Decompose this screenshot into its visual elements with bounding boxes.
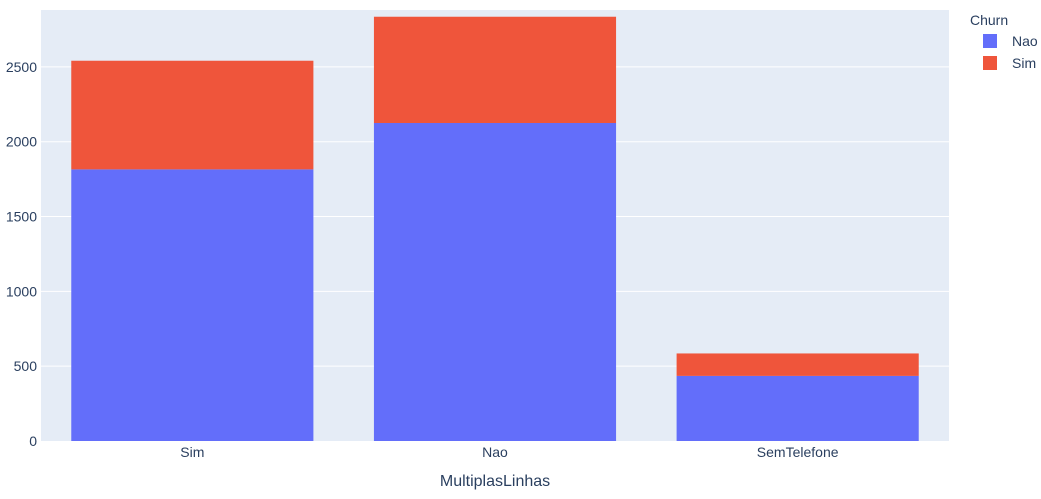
legend[interactable]: Churn Nao Sim [970,12,1038,71]
x-axis-title: MultiplasLinhas [440,473,550,490]
bar-nao-nao[interactable] [373,122,617,441]
legend-swatch [983,56,997,70]
y-axis-ticks: 0 500 1000 1500 2000 2500 [6,59,37,449]
y-tick-label: 0 [29,433,37,449]
legend-item-sim[interactable]: Sim [983,55,1036,71]
legend-label: Sim [1012,55,1036,71]
x-axis-ticks: Sim Nao SemTelefone [180,444,838,460]
bars [71,16,919,442]
bar-sim-semtelefone[interactable] [676,353,919,376]
bar-nao-semtelefone[interactable] [676,375,919,441]
legend-swatch [983,34,997,48]
bar-sim-sim[interactable] [71,60,314,170]
y-tick-label: 1000 [6,283,37,299]
legend-item-nao[interactable]: Nao [983,33,1038,49]
x-tick-label: Nao [482,444,508,460]
legend-label: Nao [1012,33,1038,49]
x-tick-label: SemTelefone [757,444,839,460]
x-tick-label: Sim [180,444,204,460]
legend-title: Churn [970,12,1008,28]
bar-nao-sim[interactable] [71,169,314,442]
y-tick-label: 1500 [6,209,37,225]
y-tick-label: 2500 [6,59,37,75]
bar-sim-nao[interactable] [373,16,617,123]
y-tick-label: 2000 [6,134,37,150]
y-tick-label: 500 [14,358,38,374]
